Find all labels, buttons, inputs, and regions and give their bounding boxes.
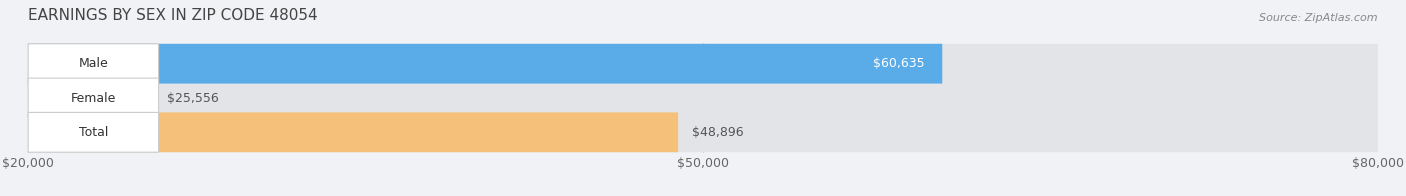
FancyBboxPatch shape <box>28 78 153 118</box>
Text: Female: Female <box>70 92 117 104</box>
Text: Total: Total <box>79 126 108 139</box>
Text: $48,896: $48,896 <box>692 126 744 139</box>
Text: Source: ZipAtlas.com: Source: ZipAtlas.com <box>1260 13 1378 23</box>
Text: $60,635: $60,635 <box>873 57 924 70</box>
FancyBboxPatch shape <box>28 78 1378 118</box>
FancyBboxPatch shape <box>28 113 1378 152</box>
Text: Male: Male <box>79 57 108 70</box>
FancyBboxPatch shape <box>28 44 942 84</box>
Text: EARNINGS BY SEX IN ZIP CODE 48054: EARNINGS BY SEX IN ZIP CODE 48054 <box>28 8 318 23</box>
FancyBboxPatch shape <box>28 113 678 152</box>
FancyBboxPatch shape <box>28 113 159 152</box>
FancyBboxPatch shape <box>28 78 159 118</box>
FancyBboxPatch shape <box>28 44 159 84</box>
Text: $25,556: $25,556 <box>166 92 218 104</box>
FancyBboxPatch shape <box>28 44 1378 84</box>
